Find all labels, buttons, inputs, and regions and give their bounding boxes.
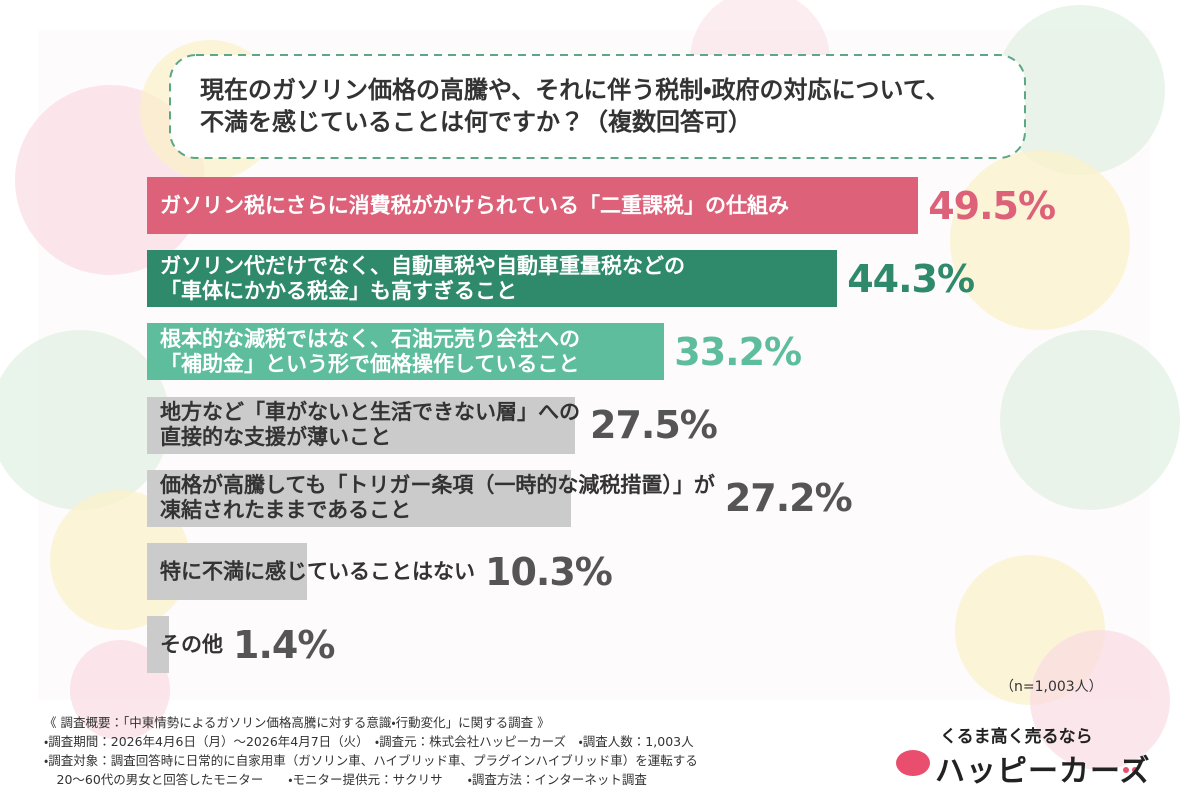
deco-circle xyxy=(70,640,170,740)
footer-line: ・調査期間：2026年4月6日（月）～2026年4月7日（火） ・調査元：株式会… xyxy=(44,734,694,749)
deco-circle xyxy=(1000,330,1180,510)
footer-line: 《 調査概要：「中東情勢によるガソリン価格高騰に対する意識・行動変化」に関する調… xyxy=(44,715,550,730)
brand-tagline: くるま高く売るなら xyxy=(940,727,1093,747)
value-label: 27.5% xyxy=(590,403,718,448)
logo-dot xyxy=(1132,767,1138,773)
value-label: 27.2% xyxy=(724,476,853,521)
value-label: 33.2% xyxy=(674,329,802,374)
value-label: 1.4% xyxy=(233,622,335,667)
bar-label: 価格が高騰しても「トリガー条項（一時的な減税措置）」が 凍結されたままであること xyxy=(160,473,715,523)
bar-label: ガソリン代だけでなく、自動車税や自動車重量税などの 「車体にかかる税金」も高すぎ… xyxy=(160,253,685,303)
bar xyxy=(147,177,919,234)
logo-mark xyxy=(896,750,1138,776)
value-label: 10.3% xyxy=(485,549,613,594)
bar xyxy=(147,323,665,381)
bar-label: ガソリン税にさらに消費税がかけられている「二重課税」の仕組み xyxy=(160,192,789,217)
chart-title: 現在のガソリン価格の高騰や、それに伴う税制・政府の対応について、 不満を感じてい… xyxy=(200,76,950,137)
footer-line: ・調査対象：調査回答時に日常的に自家用車（ガソリン車、ハイブリッド車、プラグイン… xyxy=(44,753,698,768)
bar xyxy=(147,469,571,527)
bar xyxy=(147,616,169,674)
bar xyxy=(147,396,576,454)
title-box xyxy=(169,54,1026,159)
bar-label: その他 xyxy=(160,632,223,657)
bar-label: 特に不満に感じていることはない xyxy=(160,558,475,583)
deco-circle xyxy=(995,5,1165,175)
footer-line: 20～60代の男女と回答したモニター ・モニター提供元：サクリサ ・調査方法：イ… xyxy=(44,772,647,787)
deco-circle xyxy=(950,150,1130,330)
value-label: 44.3% xyxy=(847,256,975,301)
sample-note: （n=1,003人） xyxy=(1000,679,1103,695)
logo-dot xyxy=(1123,767,1129,773)
deco-circle xyxy=(1030,630,1170,770)
bar-label: 地方など「車がないと生活できない層」への 直接的な支援が薄いこと xyxy=(160,399,580,450)
deco-circle xyxy=(0,330,170,510)
logo-pig xyxy=(896,750,930,776)
bar xyxy=(147,543,308,600)
bar-label: 根本的な減税ではなく、石油元売り会社への 「補助金」という形で価格操作しているこ… xyxy=(160,326,580,376)
brand-name: ハッピーカーズ xyxy=(935,754,1151,789)
bar xyxy=(147,250,838,308)
value-label: 49.5% xyxy=(928,183,1056,228)
